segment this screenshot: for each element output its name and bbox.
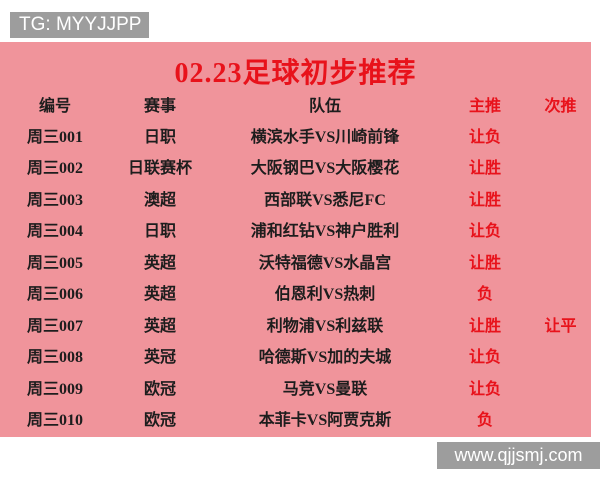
teams: 横滨水手VS川崎前锋	[250, 128, 400, 146]
table-row: 周三005 英超 沃特福德VS水晶宫 让胜	[0, 248, 591, 280]
website-badge: www.qjjsmj.com	[437, 442, 600, 469]
match-id: 周三003	[26, 191, 83, 209]
league: 欧冠	[143, 380, 176, 398]
match-id: 周三010	[26, 412, 83, 430]
table-row: 周三009 欧冠 马竞VS曼联 让负	[0, 374, 591, 406]
league: 英超	[143, 254, 176, 272]
league: 日联赛杯	[127, 160, 192, 178]
teams: 西部联VS悉尼FC	[264, 191, 386, 209]
main-pick: 让胜	[468, 254, 501, 272]
main-pick: 让负	[468, 223, 501, 241]
teams: 马竞VS曼联	[282, 380, 368, 398]
teams: 哈德斯VS加的夫城	[258, 349, 392, 367]
teams: 本菲卡VS阿贾克斯	[258, 412, 392, 430]
header-match-id: 编号	[38, 98, 71, 115]
main-pick: 让胜	[468, 191, 501, 209]
league: 英超	[143, 286, 176, 304]
match-id: 周三006	[26, 286, 83, 304]
header-league: 赛事	[143, 98, 176, 115]
telegram-badge: TG: MYYJJPP	[10, 12, 149, 38]
league: 澳超	[143, 191, 176, 209]
teams: 伯恩利VS热刺	[274, 286, 376, 304]
main-pick: 负	[476, 412, 493, 430]
table-row: 周三003 澳超 西部联VS悉尼FC 让胜	[0, 185, 591, 217]
league: 日职	[143, 128, 176, 146]
main-pick: 让胜	[468, 160, 501, 178]
table-row: 周三007 英超 利物浦VS利兹联 让胜 让平	[0, 311, 591, 343]
match-id: 周三004	[26, 223, 83, 241]
secondary-pick: 让平	[544, 317, 577, 335]
teams: 沃特福德VS水晶宫	[258, 254, 392, 272]
header-teams: 队伍	[308, 98, 341, 115]
main-pick: 让负	[468, 380, 501, 398]
table-row: 周三004 日职 浦和红钻VS神户胜利 让负	[0, 217, 591, 249]
match-id: 周三002	[26, 160, 83, 178]
recommendations-panel: 02.23足球初步推荐 编号 赛事 队伍 主推 次推 周三001 日职 横滨水手…	[0, 42, 591, 437]
table-header-row: 编号 赛事 队伍 主推 次推	[0, 92, 591, 122]
main-pick: 让负	[468, 349, 501, 367]
main-pick: 负	[476, 286, 493, 304]
league: 欧冠	[143, 412, 176, 430]
league: 英冠	[143, 349, 176, 367]
table-row: 周三002 日联赛杯 大阪钢巴VS大阪樱花 让胜	[0, 154, 591, 186]
teams: 浦和红钻VS神户胜利	[250, 223, 400, 241]
page-title: 02.23足球初步推荐	[174, 58, 417, 89]
main-pick: 让负	[468, 128, 501, 146]
teams: 大阪钢巴VS大阪樱花	[250, 160, 400, 178]
league: 日职	[143, 223, 176, 241]
match-id: 周三009	[26, 380, 83, 398]
teams: 利物浦VS利兹联	[266, 317, 384, 335]
match-id: 周三008	[26, 349, 83, 367]
header-secondary-pick: 次推	[544, 98, 577, 115]
main-pick: 让胜	[468, 317, 501, 335]
match-id: 周三005	[26, 254, 83, 272]
table-row: 周三008 英冠 哈德斯VS加的夫城 让负	[0, 343, 591, 375]
match-id: 周三001	[26, 128, 83, 146]
match-id: 周三007	[26, 317, 83, 335]
table-row: 周三010 欧冠 本菲卡VS阿贾克斯 负	[0, 406, 591, 438]
league: 英超	[143, 317, 176, 335]
table-row: 周三001 日职 横滨水手VS川崎前锋 让负	[0, 122, 591, 154]
table-row: 周三006 英超 伯恩利VS热刺 负	[0, 280, 591, 312]
header-main-pick: 主推	[468, 98, 501, 115]
